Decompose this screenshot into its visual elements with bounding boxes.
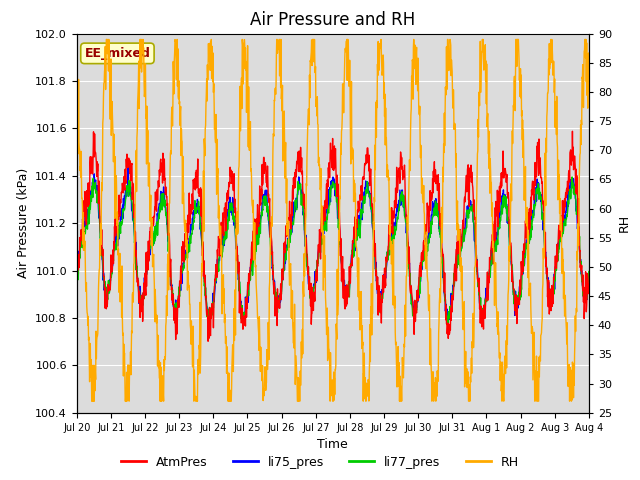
li75_pres	[244, 300, 252, 305]
AtmPres	[585, 282, 593, 288]
RH	[479, 55, 487, 60]
li75_pres	[444, 320, 451, 326]
AtmPres	[524, 210, 532, 216]
li77_pres	[568, 174, 576, 180]
AtmPres	[412, 307, 420, 313]
RH	[175, 78, 183, 84]
AtmPres	[204, 338, 212, 344]
AtmPres	[174, 301, 182, 307]
li77_pres	[187, 240, 195, 246]
li75_pres	[73, 287, 81, 292]
li77_pres	[244, 286, 252, 291]
li77_pres	[585, 269, 593, 275]
li75_pres	[124, 165, 132, 170]
li77_pres	[174, 298, 182, 303]
AtmPres	[187, 202, 195, 207]
Text: EE_mixed: EE_mixed	[84, 47, 150, 60]
li75_pres	[175, 293, 182, 299]
Line: li77_pres: li77_pres	[77, 177, 589, 328]
RH	[245, 84, 253, 90]
li75_pres	[187, 225, 195, 230]
Line: AtmPres: AtmPres	[77, 131, 589, 341]
li77_pres	[524, 240, 532, 245]
Line: li75_pres: li75_pres	[77, 168, 589, 323]
Y-axis label: RH: RH	[618, 214, 630, 232]
Line: RH: RH	[77, 39, 589, 401]
RH	[88, 398, 95, 404]
li77_pres	[479, 305, 487, 311]
li77_pres	[73, 264, 81, 270]
Legend: AtmPres, li75_pres, li77_pres, RH: AtmPres, li75_pres, li77_pres, RH	[116, 451, 524, 474]
RH	[525, 253, 532, 259]
AtmPres	[73, 259, 81, 264]
AtmPres	[479, 309, 487, 315]
li75_pres	[479, 306, 487, 312]
RH	[413, 45, 420, 50]
Title: Air Pressure and RH: Air Pressure and RH	[250, 11, 415, 29]
li75_pres	[412, 301, 420, 307]
AtmPres	[568, 128, 576, 134]
RH	[188, 318, 195, 324]
X-axis label: Time: Time	[317, 438, 348, 451]
RH	[585, 88, 593, 94]
RH	[73, 92, 81, 97]
li75_pres	[585, 274, 593, 280]
AtmPres	[244, 287, 252, 292]
li75_pres	[525, 229, 532, 235]
li77_pres	[205, 325, 213, 331]
RH	[102, 36, 110, 42]
Y-axis label: Air Pressure (kPa): Air Pressure (kPa)	[17, 168, 30, 278]
li77_pres	[412, 302, 420, 308]
